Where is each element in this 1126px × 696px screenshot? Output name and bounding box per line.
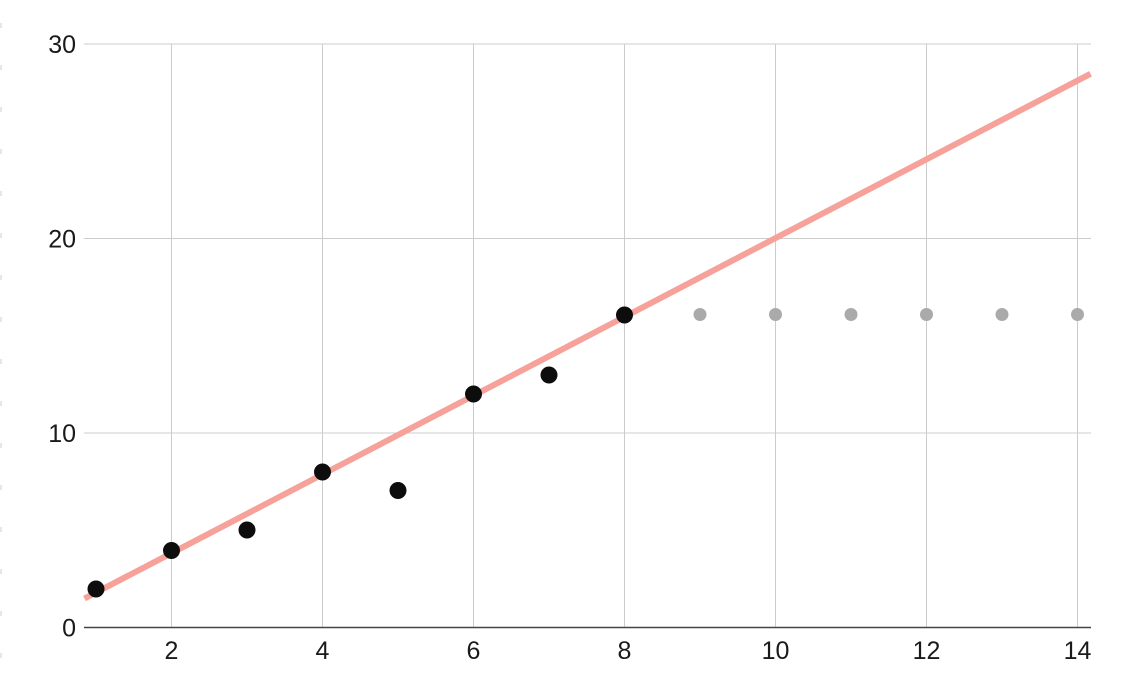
svg-text:2: 2 [165, 637, 179, 665]
svg-text:0: 0 [62, 615, 76, 643]
svg-text:4: 4 [316, 637, 330, 665]
svg-text:14: 14 [1064, 637, 1092, 665]
svg-text:10: 10 [48, 420, 76, 448]
svg-text:8: 8 [618, 637, 632, 665]
svg-text:30: 30 [48, 31, 76, 59]
svg-text:10: 10 [762, 637, 790, 665]
svg-text:12: 12 [913, 637, 941, 665]
svg-text:20: 20 [48, 226, 76, 254]
svg-text:6: 6 [467, 637, 481, 665]
